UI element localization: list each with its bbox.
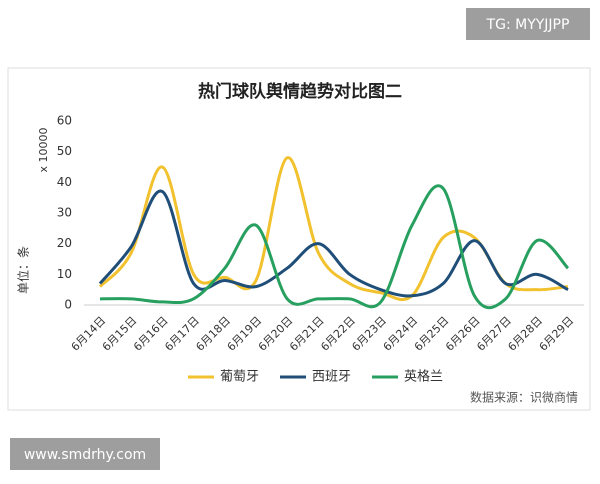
y-tick-label: 0 [64,298,72,312]
chart-frame [7,67,591,411]
y-tick-label: 40 [57,175,72,189]
y-tick-label: 30 [57,206,72,220]
legend-label: 葡萄牙 [220,370,259,385]
series-line [99,184,570,310]
chart-title: 热门球队舆情趋势对比图二 [198,81,402,102]
source: 数据来源：识微商情 [470,390,578,405]
y-tick-label: 20 [57,236,72,250]
y-label: 单位：条 [16,246,31,294]
y-tick-label: 60 [57,114,72,128]
y-multiplier: x 10000 [37,127,50,172]
watermark-box [10,438,160,470]
y-tick-label: 10 [57,267,72,281]
legend-label: 英格兰 [404,369,443,385]
legend-label: 西班牙 [312,370,351,385]
watermark: www.smdrhy.com [24,447,146,463]
series-line [98,189,569,298]
watermark: TG: MYYJJPP [486,17,570,33]
watermark-box [466,8,590,40]
y-tick-label: 50 [57,144,72,158]
